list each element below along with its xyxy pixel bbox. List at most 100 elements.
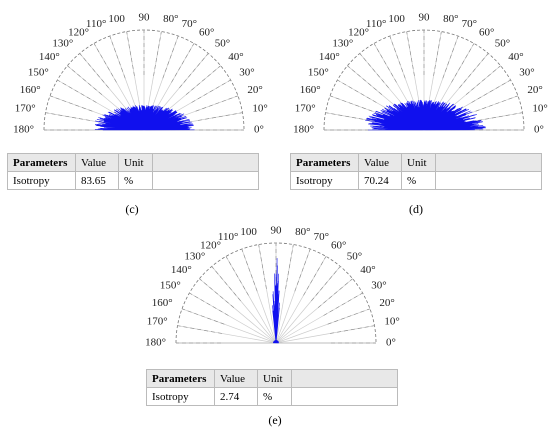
table-cell: Isotropy [290,171,359,190]
radial-dash [442,35,459,79]
angle-label: 170° [147,315,168,327]
angle-label: 150° [28,67,49,79]
table-cell: Isotropy [7,171,76,190]
radial-dash [225,256,249,296]
radial-dash [311,266,341,302]
angle-label: 60° [479,26,494,38]
radial-dash [199,278,235,308]
radial-dash [258,244,267,289]
table-cell-empty [152,153,259,172]
angle-label: 30° [519,67,534,79]
angle-label: 20° [527,84,542,96]
radial-dash [327,308,371,325]
radial-dash [337,79,377,103]
rose-plot [365,99,487,131]
radial-dash [126,31,135,76]
radial-dash [93,43,117,83]
angle-label: 0° [386,337,396,349]
table-row: Isotropy 70.24% [290,171,542,190]
angle-label: 80° [163,13,178,25]
radial-dash [406,31,415,76]
radial-dash [303,256,327,296]
radial-dash [475,95,519,112]
angle-label: 160° [152,297,173,309]
angle-label: 50° [347,250,362,262]
rose-plot [94,105,195,131]
angle-label: 120° [348,26,369,38]
angle-label: 110° [218,231,239,243]
radial-dash [317,278,353,308]
table-cell-empty [152,171,259,190]
angle-label: 60° [331,239,346,251]
angle-label: 180° [145,337,166,349]
angle-label: 160° [300,84,321,96]
radial-dash [79,53,109,89]
table-cell: 83.65 [75,171,119,190]
angle-label: 140° [319,51,340,63]
angle-label: 180° [13,124,34,136]
table-row: Parameters Value Unit [290,153,542,172]
angle-label: 10° [532,102,547,114]
table-cell: Unit [401,153,436,172]
radial-dash [471,79,511,103]
radial-dash [329,95,373,112]
table-cell: Unit [118,153,153,172]
table-row: Parameters Value Unit [146,369,398,388]
radial-dash [347,65,383,95]
angle-label: 30° [239,67,254,79]
angle-label: 110° [366,18,387,30]
table-cell-empty [291,387,398,406]
angle-label: 110° [86,18,107,30]
table-cell: Parameters [290,153,359,172]
radial-dash [171,43,195,83]
radial-dash [67,65,103,95]
angle-label: 10° [252,102,267,114]
angle-label: 130° [332,37,353,49]
angle-label: 100 [388,13,405,25]
radial-dash [189,292,229,316]
table-cell: Unit [257,369,292,388]
parameter-table: Parameters Value Unit Isotropy 70.24% [290,153,542,190]
radial-dash [433,31,442,76]
angle-label: 160° [20,84,41,96]
angle-label: 170° [15,102,36,114]
caption: (e) [268,413,282,427]
angle-label: 50° [495,37,510,49]
angle-label: 50° [215,37,230,49]
table-cell: Parameters [7,153,76,172]
table-cell-empty [291,369,398,388]
radial-dash [185,65,221,95]
angle-label: 0° [534,124,544,136]
table-cell: Parameters [146,369,215,388]
angle-label: 170° [295,102,316,114]
radial-dash [325,112,370,121]
table-cell: Value [214,369,258,388]
angle-label: 0° [254,124,264,136]
radial-dash [198,112,243,121]
table-cell: Value [75,153,119,172]
radial-dash [241,248,258,292]
caption: (c) [125,202,139,216]
radial-dash [181,308,225,325]
angle-label: 100 [108,13,125,25]
caption: (d) [409,202,423,216]
parameter-table: Parameters Value Unit Isotropy 2.74% [146,369,398,406]
table-cell: % [401,171,436,190]
parameter-table: Parameters Value Unit Isotropy 83.65% [7,153,259,190]
angle-label: 90 [139,12,151,24]
angle-label: 20° [379,297,394,309]
radial-dash [57,79,97,103]
angle-label: 130° [184,250,205,262]
table-cell: 2.74 [214,387,258,406]
angle-label: 150° [160,280,181,292]
angle-label: 80° [443,13,458,25]
angle-label: 150° [308,67,329,79]
radial-dash [323,292,363,316]
angle-label: 40° [360,264,375,276]
table-cell: Value [358,153,402,172]
angle-label: 40° [228,51,243,63]
angle-label: 80° [295,226,310,238]
angle-label: 60° [199,26,214,38]
